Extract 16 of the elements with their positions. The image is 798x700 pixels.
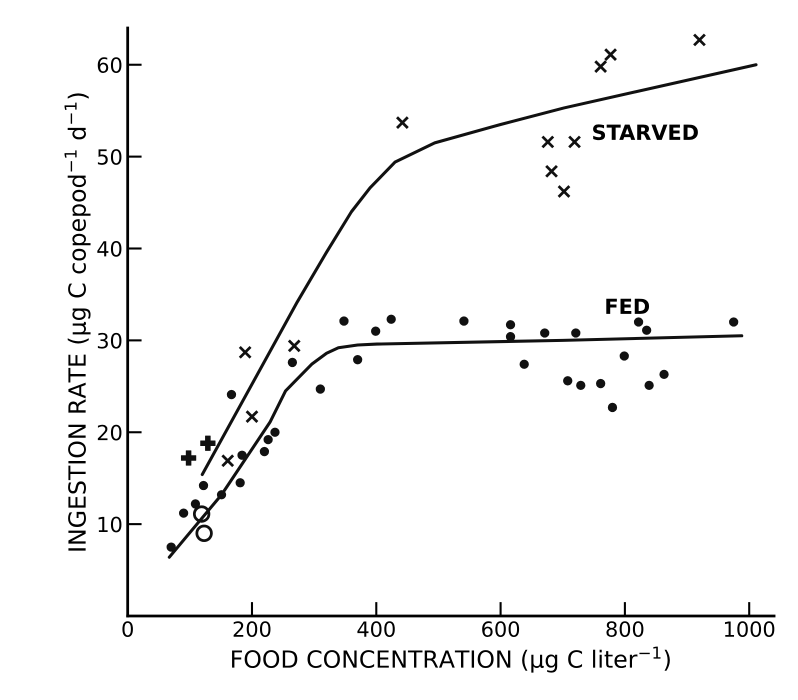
x-tick-label: 200 <box>234 621 270 637</box>
y-tick-label: 40 <box>97 240 122 257</box>
x-tick-label: 0 <box>122 621 133 637</box>
y-axis-title: INGESTION RATE (µg C copepod$^{−1}$ d$^{−1}$) <box>64 93 91 551</box>
x-axis-title: FOOD CONCENTRATION (µg C liter$^{−1}$) <box>232 646 670 673</box>
series-label: STARVED <box>593 124 698 140</box>
y-tick-label: 30 <box>98 332 122 349</box>
y-tick-label: 20 <box>98 424 122 440</box>
series-label: FED <box>606 298 650 314</box>
x-tick-label: 800 <box>606 621 644 637</box>
x-tick-label: 1000 <box>724 621 774 637</box>
x-tick-label: 400 <box>357 621 395 637</box>
y-tick-label: 50 <box>98 149 122 165</box>
x-tick-label: 600 <box>482 621 520 637</box>
y-tick-label: 60 <box>98 57 122 73</box>
y-tick-label: 10 <box>98 516 122 532</box>
